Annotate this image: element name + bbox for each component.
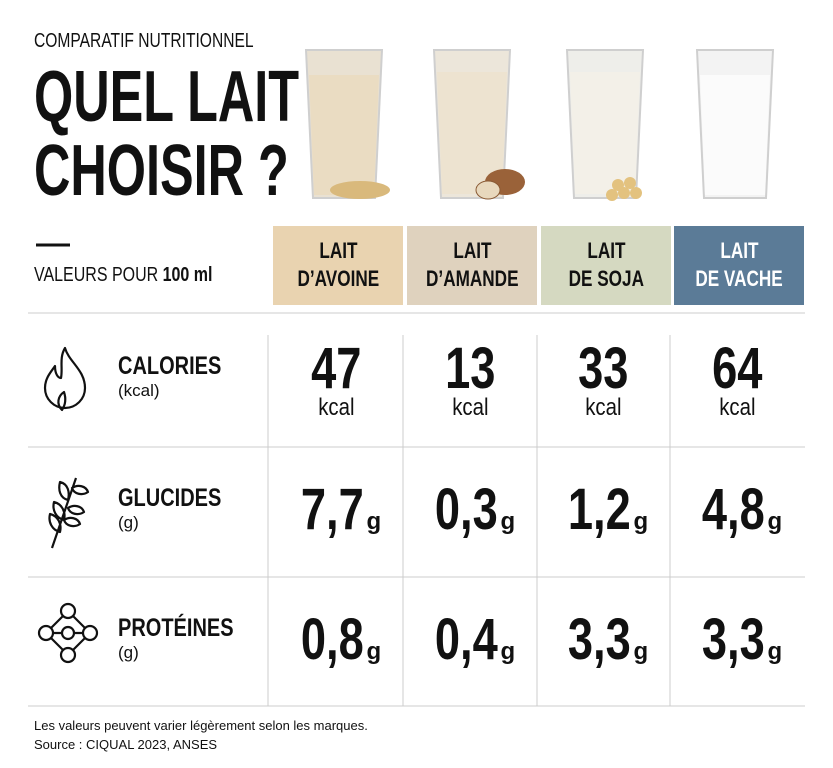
glasses <box>304 49 775 201</box>
col-line: DE SOJA <box>568 266 644 291</box>
title: QUEL LAIT CHOISIR ? <box>34 60 413 208</box>
value: 0,3 <box>434 477 498 542</box>
kicker-text: COMPARATIF NUTRITIONNEL <box>34 30 254 52</box>
column-header: LAIT D’AVOINE <box>273 226 403 305</box>
col-line: D’AVOINE <box>297 266 379 291</box>
value-unit: g <box>767 508 783 535</box>
value-unit: kcal <box>719 394 756 421</box>
flame-icon <box>43 346 87 410</box>
col-line: LAIT <box>719 238 759 263</box>
row-label: PROTÉINES (g) <box>118 614 262 663</box>
value: 4,8 <box>701 477 765 542</box>
glass <box>304 49 390 199</box>
row-label: CALORIES (kcal) <box>118 352 247 401</box>
value-unit: g <box>767 638 783 665</box>
row-title: GLUCIDES <box>118 484 222 512</box>
value-unit: g <box>500 638 516 665</box>
value-cell: 0,8 g <box>270 606 403 673</box>
row-unit: (g) <box>118 513 139 532</box>
wheat-icon <box>48 477 90 549</box>
value-unit: g <box>633 638 649 665</box>
value: 0,8 <box>300 607 364 672</box>
value: 1,2 <box>567 477 631 542</box>
glass <box>695 49 775 199</box>
value-cell: 0,4 g <box>404 606 537 673</box>
footer: Les valeurs peuvent varier légèrement se… <box>34 716 368 754</box>
value-cell: 33 kcal <box>537 335 670 422</box>
col-line: LAIT <box>318 238 358 263</box>
col-line: D’AMANDE <box>425 266 519 291</box>
glass <box>432 49 525 200</box>
value: 33 <box>578 336 629 401</box>
flame-inner <box>57 390 67 412</box>
value: 7,7 <box>300 477 364 542</box>
value-cell: 47 kcal <box>270 335 403 422</box>
column-header: LAIT DE SOJA <box>541 226 671 305</box>
icons <box>37 346 99 664</box>
value: 0,4 <box>434 607 498 672</box>
glass <box>565 49 645 201</box>
table-lines <box>28 312 805 707</box>
row-unit: (kcal) <box>118 381 160 400</box>
title-line: CHOISIR ? <box>34 131 289 211</box>
column-header: LAIT DE VACHE <box>674 226 804 305</box>
value: 13 <box>445 336 496 401</box>
row-label: GLUCIDES (g) <box>118 484 247 533</box>
row-title: CALORIES <box>118 352 222 380</box>
value-cell: 1,2 g <box>537 476 670 543</box>
value-cell: 0,3 g <box>404 476 537 543</box>
value-unit: g <box>366 508 382 535</box>
source: Source : CIQUAL 2023, ANSES <box>34 737 218 752</box>
basis-prefix: VALEURS POUR <box>34 264 159 286</box>
footnote: Les valeurs peuvent varier légèrement se… <box>34 718 368 733</box>
col-line: LAIT <box>452 238 492 263</box>
value-cell: 4,8 g <box>671 476 804 543</box>
value-unit: g <box>366 638 382 665</box>
molecule-icon <box>37 602 99 664</box>
column-header: LAIT D’AMANDE <box>407 226 537 305</box>
value-cell: 7,7 g <box>270 476 403 543</box>
row-title: PROTÉINES <box>118 614 234 642</box>
basis-amount: 100 ml <box>162 264 213 286</box>
value-cell: 64 kcal <box>671 335 804 422</box>
value-cell: 13 kcal <box>404 335 537 422</box>
value: 3,3 <box>701 607 765 672</box>
value: 3,3 <box>567 607 631 672</box>
value: 64 <box>712 336 763 401</box>
kicker: COMPARATIF NUTRITIONNEL <box>34 30 315 53</box>
value-unit: g <box>633 508 649 535</box>
value-unit: kcal <box>452 394 489 421</box>
value-unit: g <box>500 508 516 535</box>
row-unit: (g) <box>118 643 139 662</box>
value-cell: 3,3 g <box>537 606 670 673</box>
title-line: QUEL LAIT <box>34 57 300 137</box>
value-unit: kcal <box>585 394 622 421</box>
col-line: DE VACHE <box>695 266 783 291</box>
value-unit: kcal <box>318 394 355 421</box>
basis: VALEURS POUR 100 ml <box>34 264 257 287</box>
col-line: LAIT <box>586 238 626 263</box>
value: 47 <box>311 336 362 401</box>
value-cell: 3,3 g <box>671 606 804 673</box>
